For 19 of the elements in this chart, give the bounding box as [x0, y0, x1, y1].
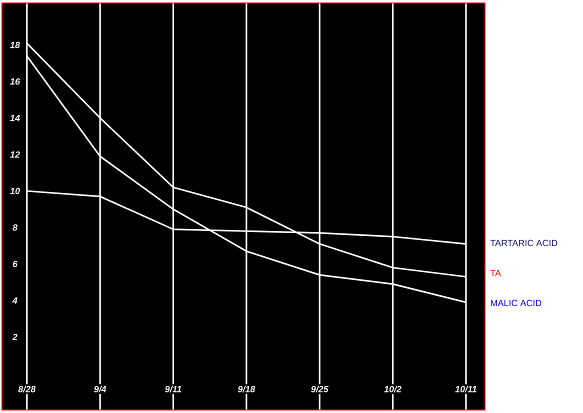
y-tick-label: 6 [12, 260, 18, 268]
text: TARTARIC ACID [490, 240, 558, 246]
x-tick-label: 9/25 [311, 386, 328, 392]
x-tick-label: 8/28 [18, 386, 36, 392]
text: MALIC ACID [490, 300, 542, 306]
y-tick-label: 4 [12, 297, 18, 304]
x-tick-label: 10/2 [384, 386, 402, 392]
y-tick-label: 8 [12, 224, 18, 231]
x-tick-label: 9/11 [165, 386, 182, 392]
x-tick-label: 10/11 [455, 386, 476, 392]
y-tick-label: 14 [10, 114, 20, 122]
text: TA [490, 270, 502, 276]
y-tick-label: 2 [12, 334, 18, 340]
x-tick-label: 9/4 [94, 386, 106, 392]
x-tick-label: 9/18 [238, 386, 256, 392]
y-tick-label: 18 [10, 42, 20, 48]
y-tick-label: 10 [10, 188, 20, 194]
y-tick-label: 16 [10, 78, 20, 85]
y-tick-label: 12 [10, 151, 20, 158]
